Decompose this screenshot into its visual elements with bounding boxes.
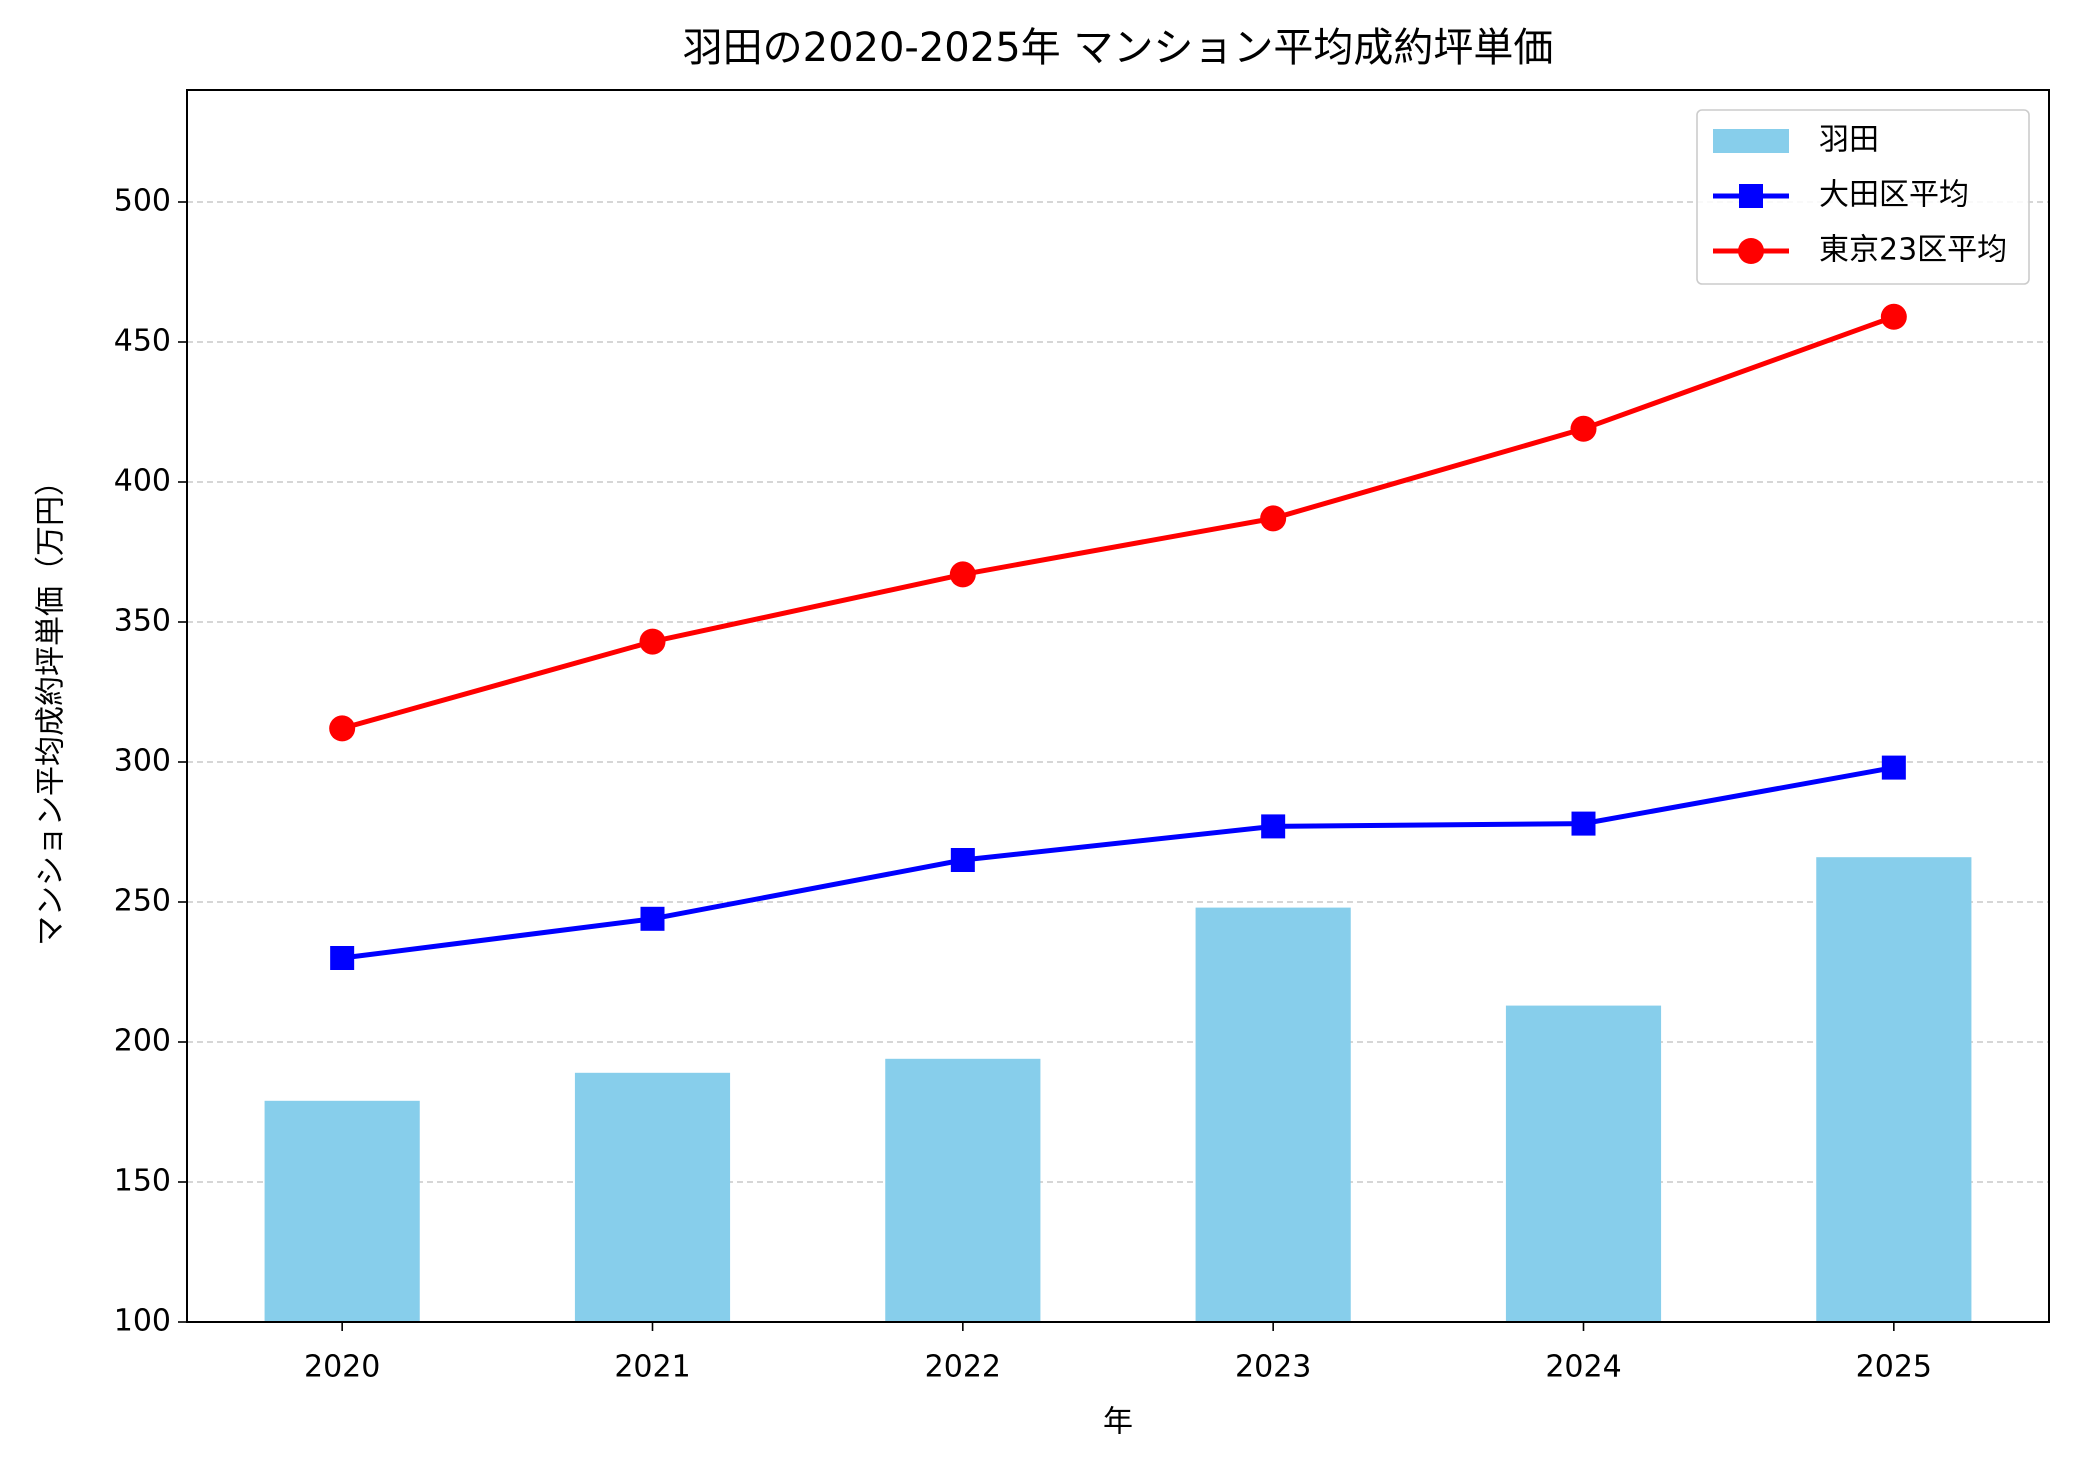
legend-swatch xyxy=(1713,129,1789,153)
bar xyxy=(1195,907,1351,1322)
x-tick-label: 2021 xyxy=(614,1350,690,1385)
line-marker xyxy=(1880,303,1907,330)
plot-frame xyxy=(186,89,2050,1323)
line-marker xyxy=(639,628,666,655)
y-axis-label: マンション平均成約坪単価（万円） xyxy=(34,466,69,946)
chart-title: 羽田の2020-2025年 マンション平均成約坪単価 xyxy=(683,25,1554,71)
y-tick-label: 350 xyxy=(114,604,171,639)
line-marker xyxy=(329,715,356,742)
legend-label: 羽田 xyxy=(1819,123,1879,158)
line-marker xyxy=(1881,755,1906,780)
line xyxy=(341,765,1895,961)
line-marker xyxy=(1570,415,1597,442)
y-tick-label: 250 xyxy=(114,884,171,919)
legend-marker xyxy=(1739,184,1763,208)
line xyxy=(341,314,1895,731)
x-tick-label: 2025 xyxy=(1856,1350,1932,1385)
legend-marker xyxy=(1738,238,1764,264)
y-tick-label: 450 xyxy=(114,324,171,359)
bar xyxy=(574,1072,731,1322)
line-marker xyxy=(1260,505,1287,532)
bar xyxy=(264,1100,420,1322)
line-marker xyxy=(1261,814,1286,839)
legend-label: 大田区平均 xyxy=(1819,178,1969,213)
x-tick-label: 2024 xyxy=(1545,1350,1621,1385)
x-tick-label: 2020 xyxy=(304,1350,380,1385)
bar xyxy=(1505,1005,1662,1322)
line-marker xyxy=(949,561,976,588)
bar xyxy=(885,1058,1041,1322)
y-tick-label: 400 xyxy=(114,464,171,499)
line-marker xyxy=(1571,811,1596,836)
legend-label: 東京23区平均 xyxy=(1819,233,2007,268)
y-tick-label: 500 xyxy=(114,184,171,219)
bar xyxy=(1816,857,1972,1322)
y-tick-label: 200 xyxy=(114,1024,171,1059)
y-tick-label: 300 xyxy=(114,744,171,779)
line-marker xyxy=(640,906,665,931)
line-marker xyxy=(330,946,355,970)
y-tick-label: 100 xyxy=(114,1304,171,1339)
x-tick-label: 2022 xyxy=(925,1350,1001,1385)
legend-box xyxy=(1696,109,2030,285)
y-tick-label: 150 xyxy=(114,1164,171,1199)
x-tick-label: 2023 xyxy=(1235,1350,1311,1385)
x-axis-label: 年 xyxy=(1103,1405,1133,1440)
line-marker xyxy=(950,848,975,872)
